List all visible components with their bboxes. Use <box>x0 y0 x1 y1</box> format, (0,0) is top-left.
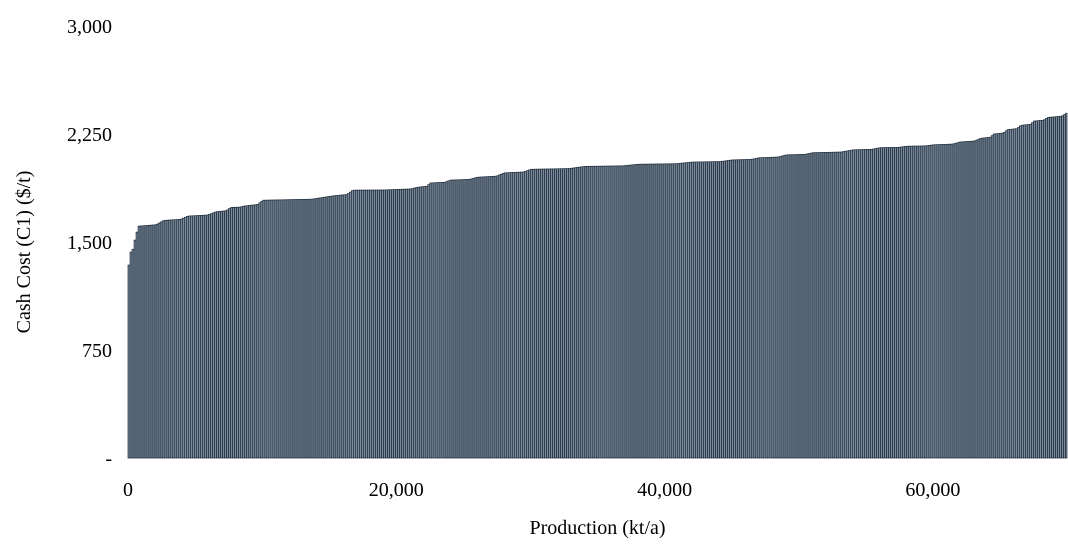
x-tick-label: 40,000 <box>637 479 692 501</box>
y-axis-title: Cash Cost (C1) ($/t) <box>13 171 35 334</box>
x-axis-title: Production (kt/a) <box>529 517 665 539</box>
cost-bar-466 <box>1065 112 1068 459</box>
x-tick-label: 20,000 <box>369 479 424 501</box>
x-tick-label: 0 <box>123 479 133 501</box>
x-axis-ticks: 0 20,000 40,000 60,000 <box>123 479 960 501</box>
y-tick-label: - <box>105 448 112 470</box>
y-tick-label: 3,000 <box>67 16 112 38</box>
y-tick-label: 1,500 <box>67 232 112 254</box>
y-tick-label: 750 <box>82 340 112 362</box>
y-tick-label: 2,250 <box>67 124 112 146</box>
y-axis-ticks: - 750 1,500 2,250 3,000 <box>67 16 112 470</box>
x-tick-label: 60,000 <box>905 479 960 501</box>
bars-group <box>127 112 1068 459</box>
